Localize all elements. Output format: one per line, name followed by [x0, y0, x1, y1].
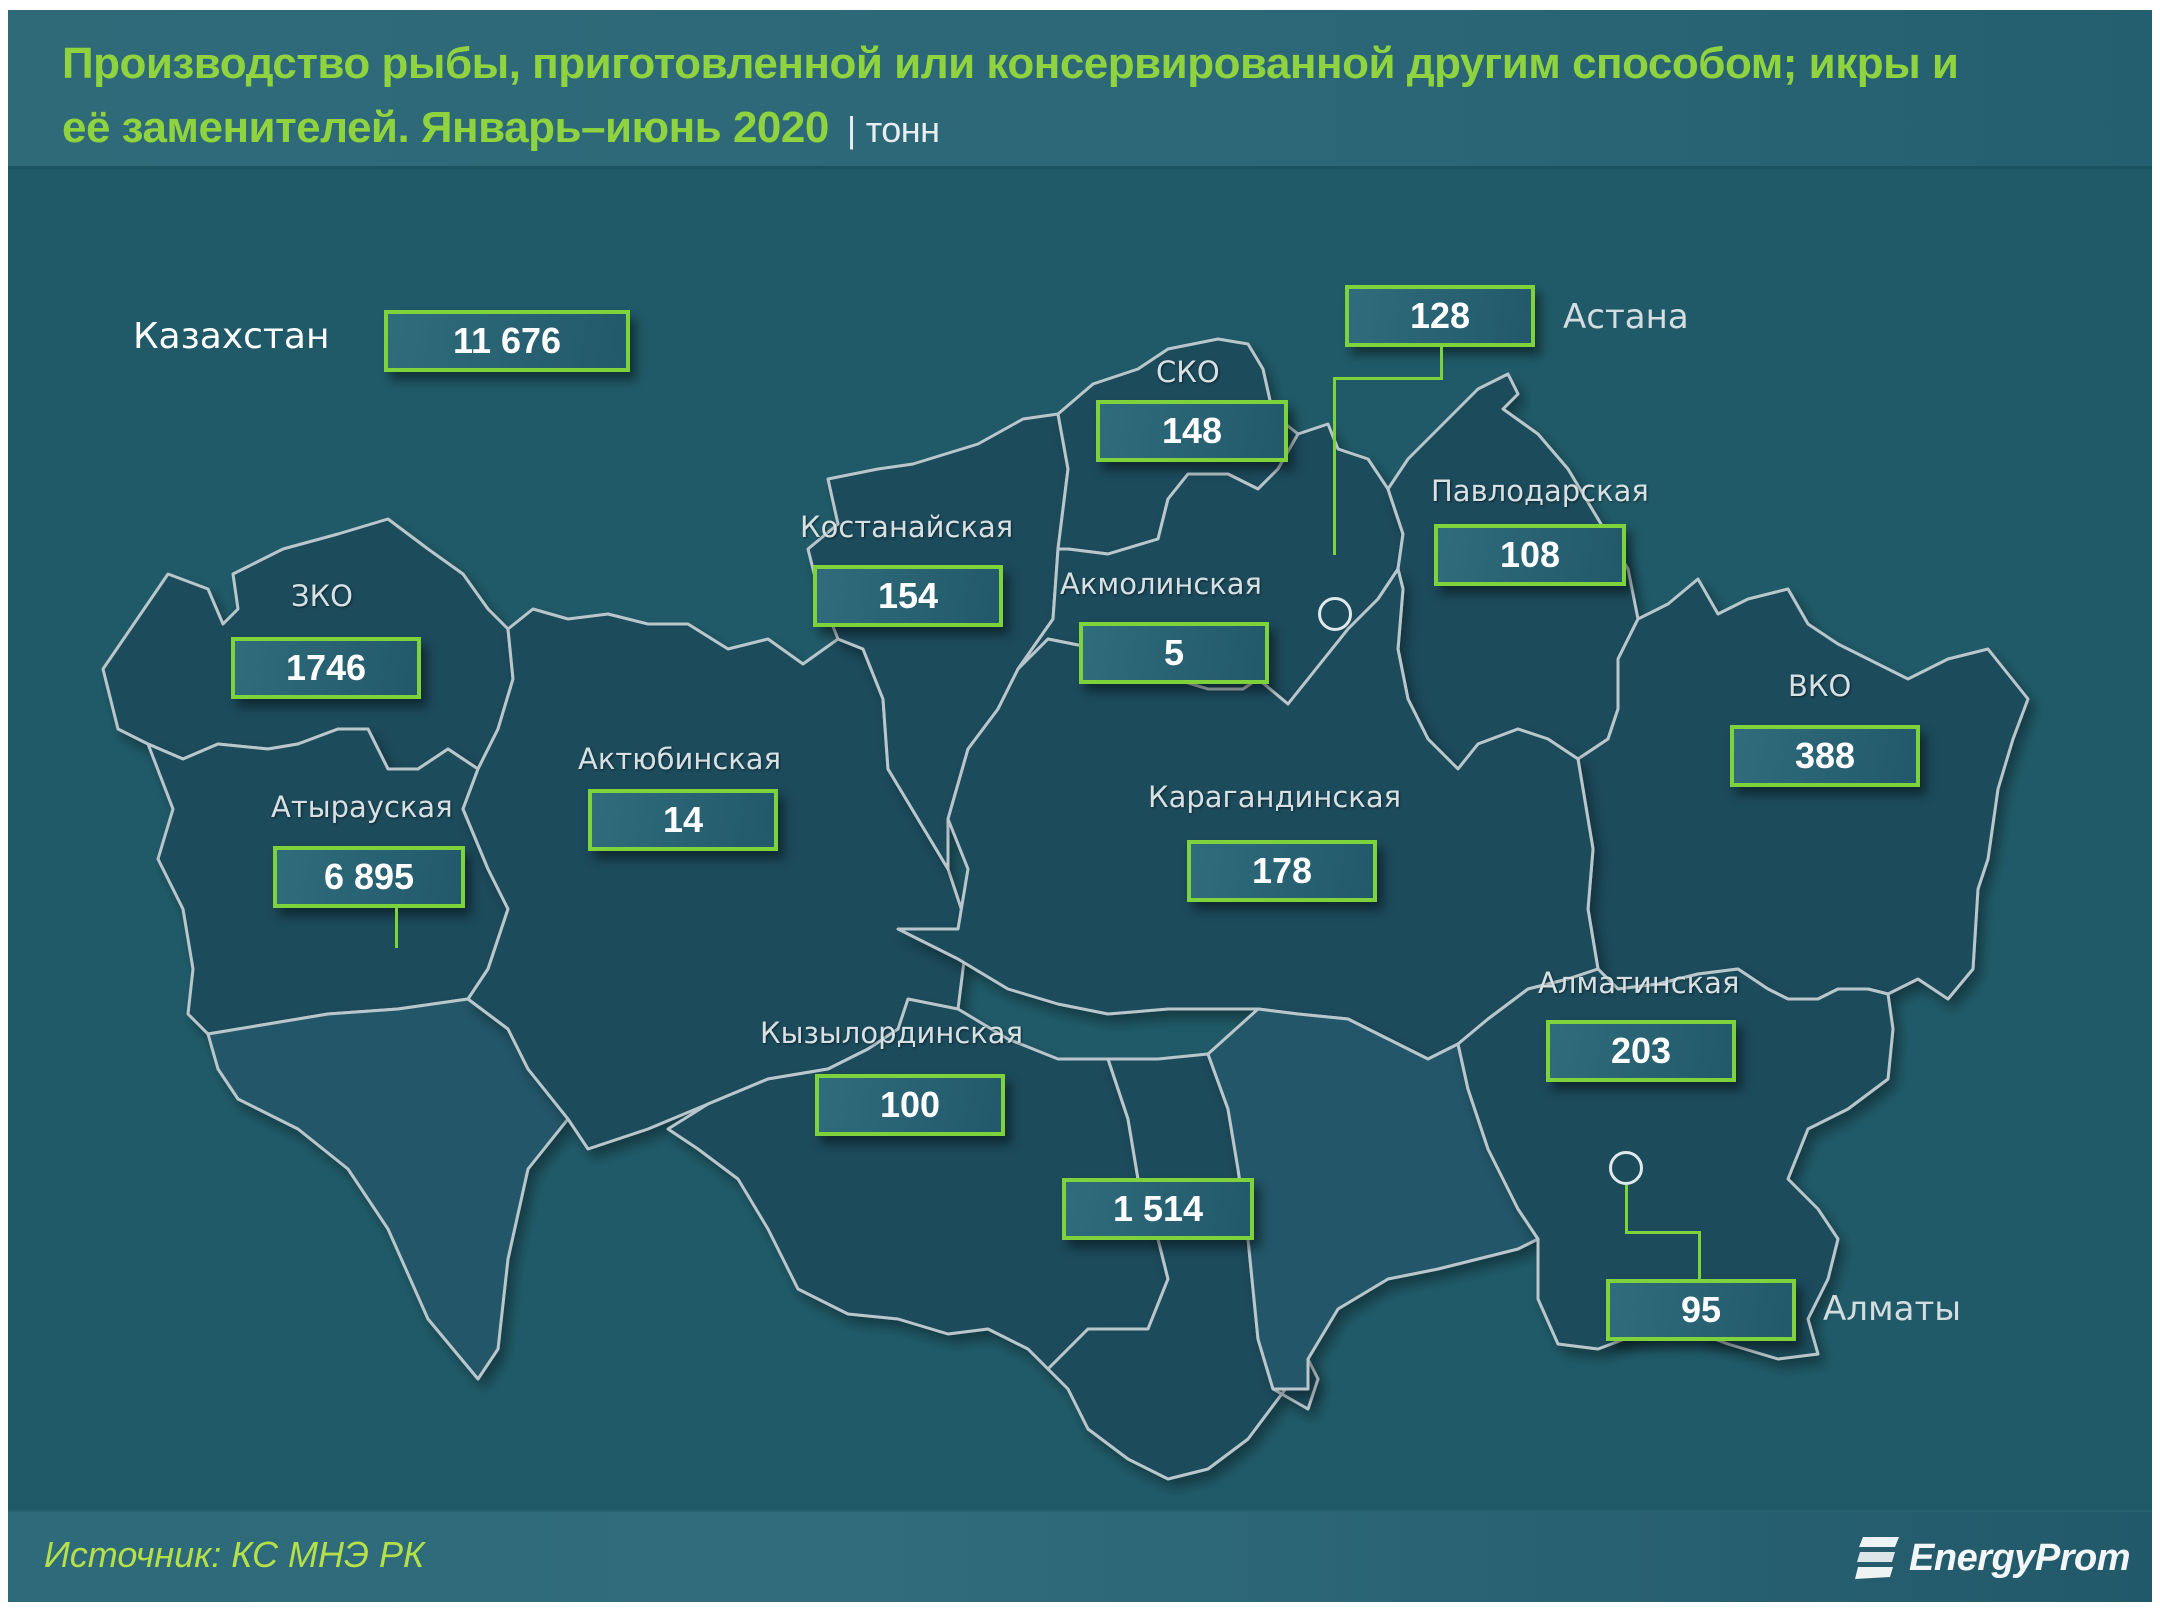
- region-value-akmola: 5: [1079, 622, 1269, 684]
- almaty-city-marker-icon: [1609, 1151, 1643, 1185]
- header: Производство рыбы, приготовленной или ко…: [8, 10, 2152, 169]
- city-value-almaty: 95: [1606, 1279, 1796, 1341]
- region-label-karaganda: Карагандинская: [1148, 780, 1402, 814]
- region-label-almaty-region: Алматинская: [1538, 966, 1740, 1000]
- title-line-1: Производство рыбы, приготовленной или ко…: [62, 39, 1959, 88]
- city-value-astana: 128: [1345, 285, 1535, 347]
- region-label-aktobe: Актюбинская: [578, 742, 782, 776]
- almaty-leader-v2: [1698, 1231, 1701, 1281]
- region-label-akmola: Акмолинская: [1060, 567, 1262, 601]
- region-value-kyzylorda: 100: [815, 1074, 1005, 1136]
- logo-text: EnergyProm: [1909, 1536, 2130, 1579]
- region-karaganda: [896, 567, 1600, 1061]
- region-label-vko: ВКО: [1788, 669, 1852, 703]
- page-title: Производство рыбы, приготовленной или ко…: [62, 32, 2122, 162]
- unit-separator: |: [846, 109, 856, 150]
- energyprom-logo: EnergyProm: [1855, 1532, 2130, 1584]
- region-label-kostanay: Костанайская: [800, 510, 1014, 544]
- astana-leader-h: [1333, 377, 1443, 380]
- country-total-value: 11 676: [384, 310, 630, 372]
- region-zhambyl: [1206, 1007, 1540, 1391]
- region-label-zko: ЗКО: [291, 579, 354, 613]
- region-value-karaganda: 178: [1187, 840, 1377, 902]
- infographic-frame: Производство рыбы, приготовленной или ко…: [8, 10, 2152, 1602]
- region-value-atyrau: 6 895: [273, 846, 465, 908]
- region-label-pavlodar: Павлодарская: [1431, 474, 1649, 508]
- region-mangystau: [206, 997, 570, 1381]
- astana-leader-v1: [1440, 347, 1443, 379]
- region-label-sko: СКО: [1156, 355, 1220, 389]
- footer: Источник: КС МНЭ РК EnergyProm: [8, 1510, 2152, 1602]
- region-value-kostanay: 154: [813, 565, 1003, 627]
- source-note: Источник: КС МНЭ РК: [44, 1534, 425, 1575]
- almaty-leader-v1: [1625, 1185, 1628, 1233]
- region-value-zko: 1746: [231, 637, 421, 699]
- kazakhstan-map: [101, 337, 2030, 1481]
- region-value-sko: 148: [1096, 400, 1288, 462]
- country-label: Казахстан: [133, 316, 330, 357]
- region-vko: [1576, 577, 2030, 1001]
- region-value-pavlodar: 108: [1434, 524, 1626, 586]
- region-label-kyzylorda: Кызылординская: [760, 1016, 1024, 1050]
- title-line-2: её заменителей. Январь–июнь 2020 | тонн: [62, 96, 2122, 162]
- title-line-2-text: её заменителей. Январь–июнь 2020: [62, 103, 829, 152]
- region-value-almaty-region: 203: [1546, 1020, 1736, 1082]
- almaty-leader-h: [1625, 1231, 1700, 1234]
- region-value-vko: 388: [1730, 725, 1920, 787]
- region-value-aktobe: 14: [588, 789, 778, 851]
- astana-leader-v2: [1333, 377, 1336, 555]
- region-label-atyrau: Атырауская: [271, 790, 453, 824]
- region-value-south: 1 514: [1062, 1178, 1254, 1240]
- city-label-almaty: Алматы: [1823, 1289, 1962, 1329]
- unit-label: тонн: [865, 109, 940, 150]
- map-area: Казахстан 11 676 ЗКО 1746 Атырауская 6 8…: [8, 169, 2152, 1519]
- astana-city-marker-icon: [1318, 597, 1352, 631]
- atyrau-leader-line: [395, 908, 398, 948]
- city-label-astana: Астана: [1563, 297, 1689, 337]
- energyprom-logo-icon: [1855, 1537, 1900, 1579]
